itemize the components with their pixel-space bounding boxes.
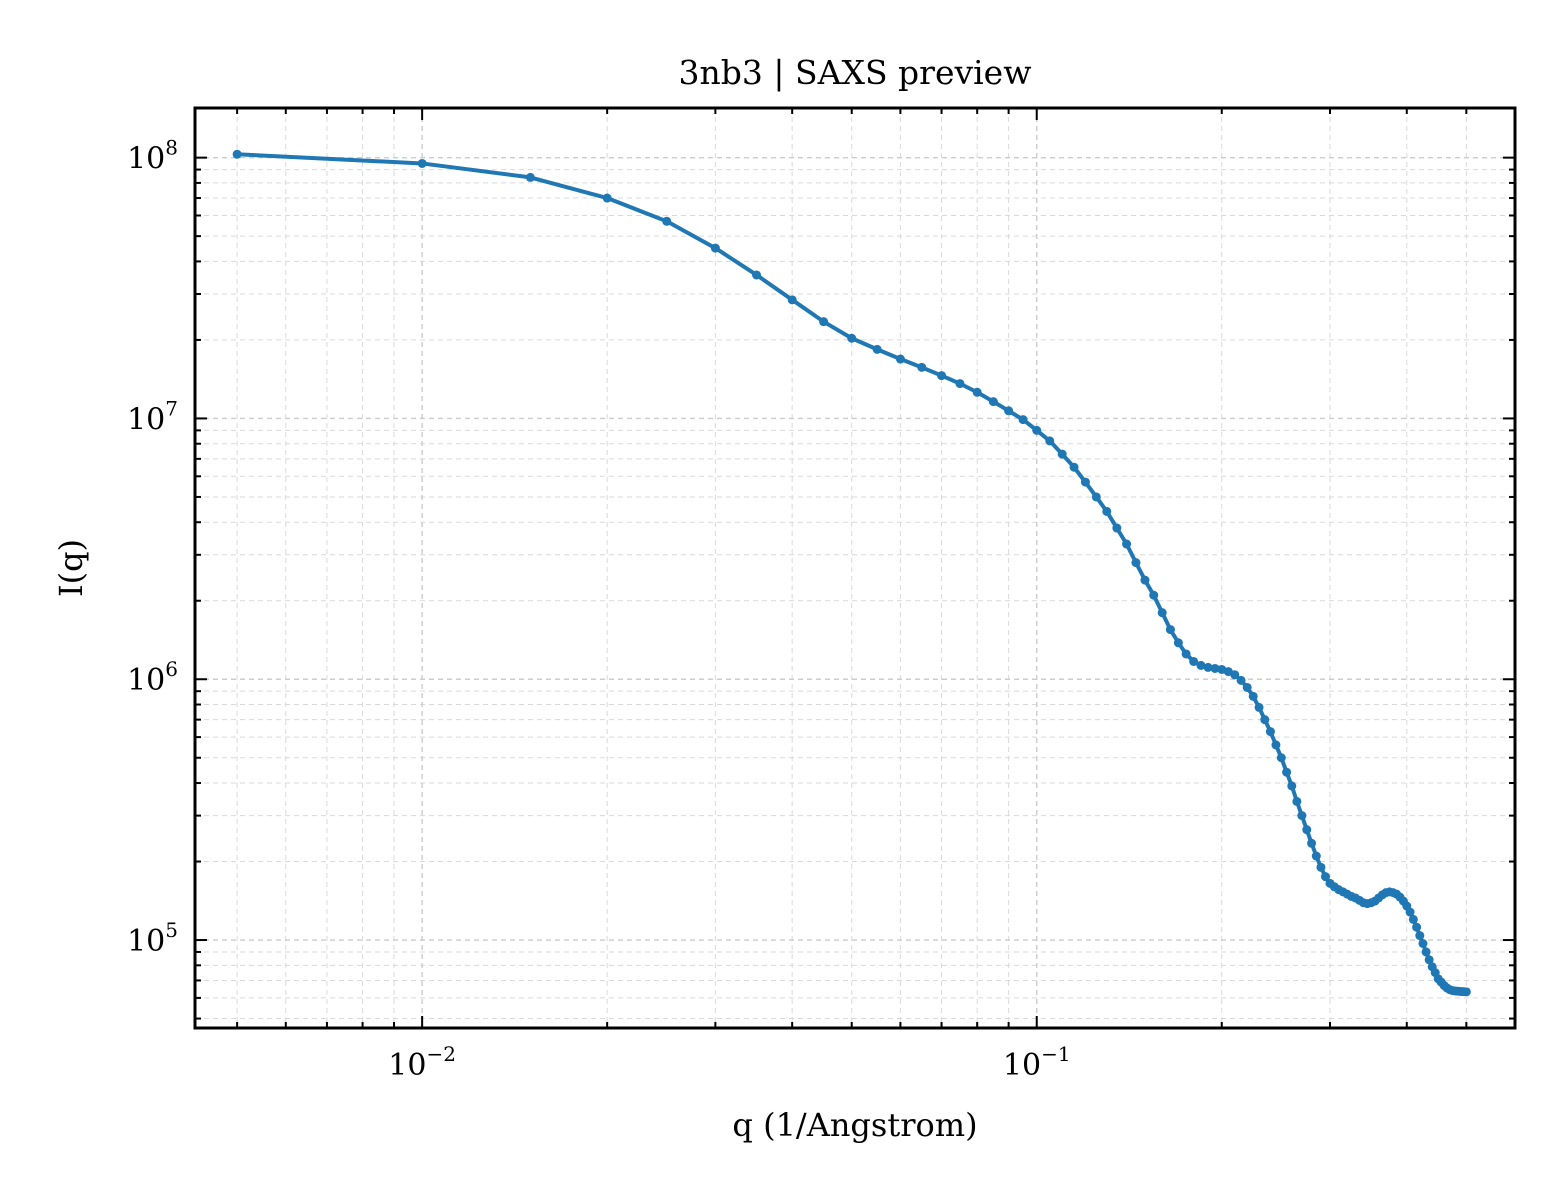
data-point bbox=[1321, 872, 1330, 882]
data-point bbox=[662, 216, 672, 226]
data-point bbox=[1276, 753, 1286, 763]
data-point bbox=[1421, 947, 1431, 957]
data-point bbox=[1311, 851, 1321, 861]
chart-title: 3nb3 | SAXS preview bbox=[679, 53, 1032, 92]
y-tick-label-exponent: 7 bbox=[165, 396, 178, 420]
data-point bbox=[1173, 638, 1183, 648]
data-point bbox=[1140, 575, 1150, 585]
data-point bbox=[1302, 825, 1312, 835]
y-tick-label-base: 10 bbox=[127, 142, 165, 177]
y-tick-label-base: 10 bbox=[127, 402, 165, 437]
data-point bbox=[1189, 656, 1199, 666]
x-tick-label-base: 10 bbox=[1003, 1048, 1041, 1083]
data-point bbox=[1230, 670, 1240, 680]
data-point bbox=[787, 295, 797, 305]
data-point bbox=[1260, 715, 1270, 725]
data-point bbox=[1018, 415, 1028, 425]
data-point bbox=[1157, 608, 1167, 618]
data-point bbox=[1265, 727, 1275, 737]
data-point bbox=[955, 379, 965, 389]
data-point bbox=[1004, 406, 1014, 416]
x-tick-label: 10−1 bbox=[1003, 1042, 1071, 1083]
data-point bbox=[988, 397, 998, 407]
data-point bbox=[1271, 740, 1281, 750]
y-tick-label: 105 bbox=[127, 918, 178, 959]
y-tick-label-exponent: 5 bbox=[165, 918, 178, 942]
y-tick-label: 106 bbox=[127, 657, 178, 698]
data-point bbox=[1248, 691, 1258, 701]
x-tick-label-exponent: −1 bbox=[1041, 1042, 1070, 1066]
data-point bbox=[1316, 862, 1326, 872]
data-point bbox=[1287, 781, 1297, 791]
data-point bbox=[1069, 462, 1079, 472]
data-point bbox=[1203, 662, 1213, 672]
data-point bbox=[1418, 939, 1428, 948]
data-point bbox=[1091, 492, 1101, 502]
data-point bbox=[1149, 590, 1159, 600]
data-point bbox=[1181, 649, 1191, 659]
data-point bbox=[872, 344, 882, 354]
data-point bbox=[710, 243, 720, 253]
data-point bbox=[1307, 838, 1317, 848]
data-point bbox=[1045, 436, 1055, 446]
plot-frame bbox=[193, 106, 1517, 1030]
data-point bbox=[819, 317, 829, 327]
data-point bbox=[1405, 907, 1415, 917]
data-point bbox=[1254, 702, 1264, 712]
data-point bbox=[1408, 914, 1418, 924]
y-tick-label-exponent: 6 bbox=[165, 657, 178, 681]
data-point bbox=[525, 172, 535, 182]
series-layer bbox=[232, 149, 1471, 997]
x-tick-label-exponent: −2 bbox=[426, 1042, 455, 1066]
data-point bbox=[1424, 955, 1434, 965]
y-tick-label-base: 10 bbox=[127, 924, 165, 959]
data-point bbox=[1242, 682, 1252, 692]
data-point bbox=[1032, 425, 1042, 435]
y-tick-label: 107 bbox=[127, 396, 178, 437]
x-tick-label: 10−2 bbox=[388, 1042, 456, 1083]
y-axis-label: I(q) bbox=[52, 539, 90, 597]
data-point bbox=[1461, 987, 1471, 997]
data-point bbox=[1236, 675, 1246, 685]
data-point bbox=[1292, 796, 1302, 806]
data-point bbox=[1196, 660, 1206, 670]
data-point bbox=[752, 270, 762, 280]
y-tick-label: 108 bbox=[127, 136, 178, 177]
tick-marks bbox=[195, 108, 1515, 1028]
data-point bbox=[1112, 523, 1122, 533]
data-point bbox=[847, 333, 857, 343]
data-point bbox=[1282, 767, 1292, 777]
data-point bbox=[1210, 663, 1220, 673]
data-point bbox=[1412, 922, 1422, 932]
data-point bbox=[1102, 506, 1112, 516]
data-point bbox=[1057, 449, 1067, 459]
grid bbox=[195, 108, 1515, 1028]
data-point bbox=[1080, 477, 1090, 487]
data-point bbox=[232, 149, 242, 159]
data-point bbox=[1297, 811, 1307, 821]
data-point bbox=[1131, 558, 1141, 568]
x-axis-label: q (1/Angstrom) bbox=[732, 1106, 977, 1144]
y-tick-label-exponent: 8 bbox=[165, 136, 178, 160]
y-tick-label-base: 10 bbox=[127, 663, 165, 698]
data-point bbox=[1415, 931, 1425, 941]
data-point bbox=[602, 193, 612, 203]
data-point bbox=[1122, 539, 1132, 549]
x-tick-label-base: 10 bbox=[388, 1048, 426, 1083]
data-point bbox=[917, 362, 927, 372]
data-point bbox=[417, 158, 427, 168]
data-point bbox=[895, 354, 905, 364]
data-point bbox=[937, 371, 947, 381]
data-point bbox=[1165, 625, 1175, 635]
data-point bbox=[972, 387, 982, 397]
